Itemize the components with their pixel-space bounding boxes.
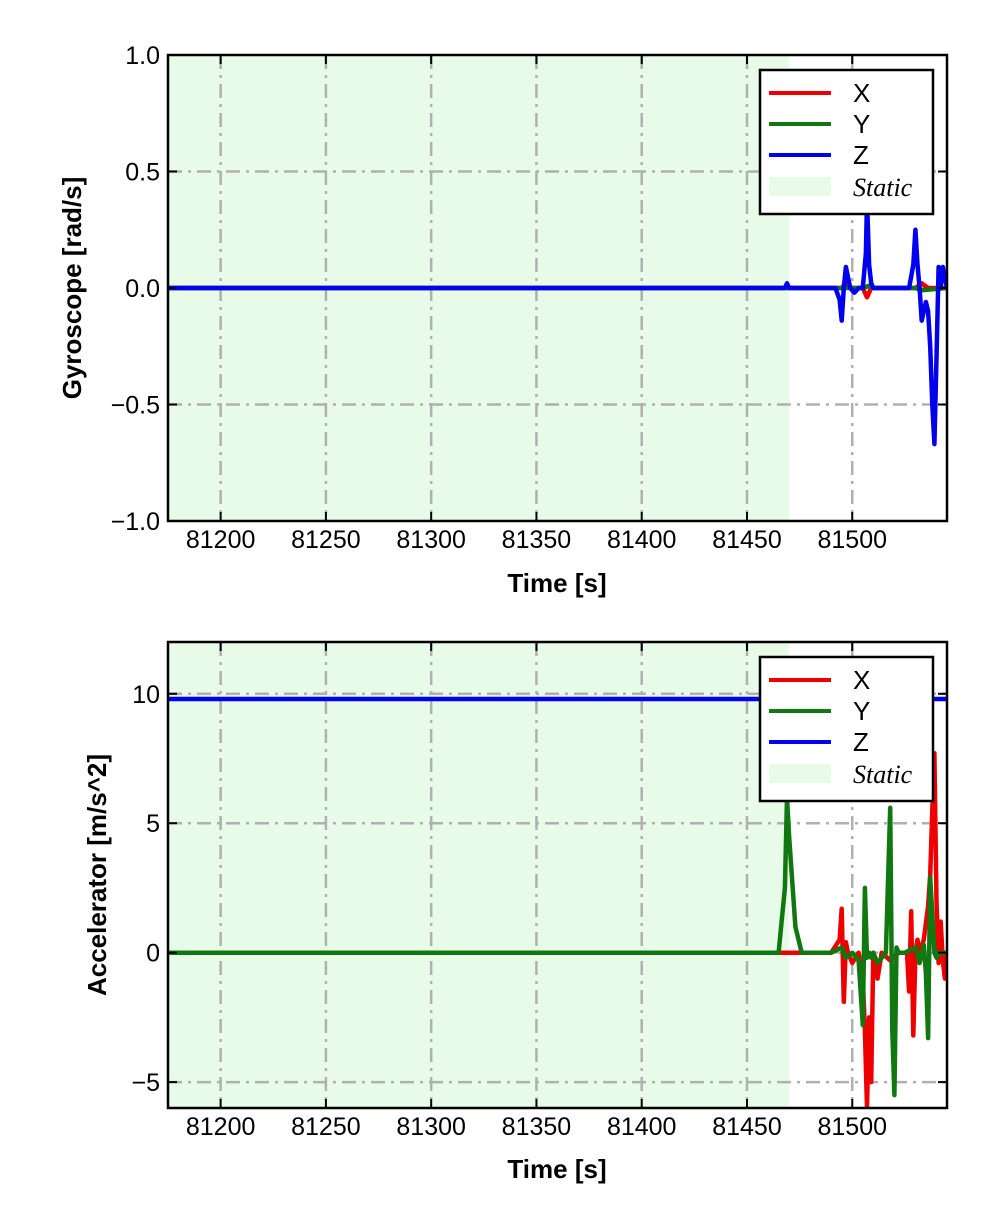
x-tick-label: 81200 bbox=[186, 1113, 256, 1141]
x-tick-label: 81450 bbox=[712, 1113, 782, 1141]
x-axis-title: Time [s] bbox=[507, 1154, 606, 1184]
legend-label-y: Y bbox=[853, 696, 870, 726]
x-tick-label: 81300 bbox=[396, 526, 466, 554]
ticks: 81200 81250 81300 81350 81400 81450 81500 −1.0 −… bbox=[111, 42, 947, 554]
legend-label-z: Z bbox=[853, 140, 869, 170]
y-axis-title: Gyroscope [rad/s] bbox=[57, 177, 87, 400]
legend: X Y Z Static bbox=[758, 655, 935, 803]
y-tick-label: 0.0 bbox=[125, 275, 160, 303]
legend-label-x: X bbox=[853, 665, 870, 695]
y-tick-label: −5 bbox=[131, 1069, 160, 1097]
x-tick-label: 81400 bbox=[607, 526, 677, 554]
series-line-z bbox=[168, 197, 947, 447]
legend-label-static: Static bbox=[853, 173, 913, 202]
y-tick-label: 10 bbox=[132, 681, 160, 709]
legend: X Y Z Static bbox=[758, 68, 935, 216]
static-region bbox=[168, 642, 790, 1108]
series-lines bbox=[168, 197, 947, 447]
legend-patch-static bbox=[769, 177, 831, 196]
x-axis-title: Time [s] bbox=[507, 568, 606, 598]
legend-label-static: Static bbox=[853, 760, 913, 789]
legend-label-x: X bbox=[853, 78, 870, 108]
y-tick-label: 5 bbox=[146, 810, 160, 838]
y-axis-title: Accelerator [m/s^2] bbox=[82, 754, 112, 996]
x-tick-label: 81350 bbox=[502, 526, 572, 554]
legend-label-z: Z bbox=[853, 727, 869, 757]
legend-label-y: Y bbox=[853, 109, 870, 139]
x-tick-label: 81500 bbox=[817, 1113, 887, 1141]
x-tick-label: 81300 bbox=[396, 1113, 466, 1141]
x-tick-label: 81500 bbox=[817, 526, 887, 554]
x-tick-label: 81250 bbox=[291, 1113, 361, 1141]
series-line-y bbox=[168, 795, 947, 1098]
y-tick-label: −0.5 bbox=[111, 392, 160, 420]
gyroscope-chart: 81200 81250 81300 81350 81400 81450 81500 −1.0 −… bbox=[57, 42, 949, 598]
y-tick-label: 1.0 bbox=[125, 42, 160, 70]
accelerometer-chart: 81200 81250 81300 81350 81400 81450 81500 −5 0 5 1… bbox=[82, 640, 949, 1184]
x-tick-label: 81400 bbox=[607, 1113, 677, 1141]
x-tick-label: 81250 bbox=[291, 526, 361, 554]
y-tick-label: 0.5 bbox=[125, 159, 160, 187]
ticks: 81200 81250 81300 81350 81400 81450 81500 −5 0 5 1… bbox=[131, 642, 947, 1141]
x-tick-label: 81350 bbox=[502, 1113, 572, 1141]
plot-frame bbox=[166, 640, 949, 1110]
x-tick-label: 81200 bbox=[186, 526, 256, 554]
legend-patch-static bbox=[769, 764, 831, 783]
x-tick-label: 81450 bbox=[712, 526, 782, 554]
y-tick-label: 0 bbox=[146, 940, 160, 968]
y-tick-label: −1.0 bbox=[111, 508, 160, 536]
